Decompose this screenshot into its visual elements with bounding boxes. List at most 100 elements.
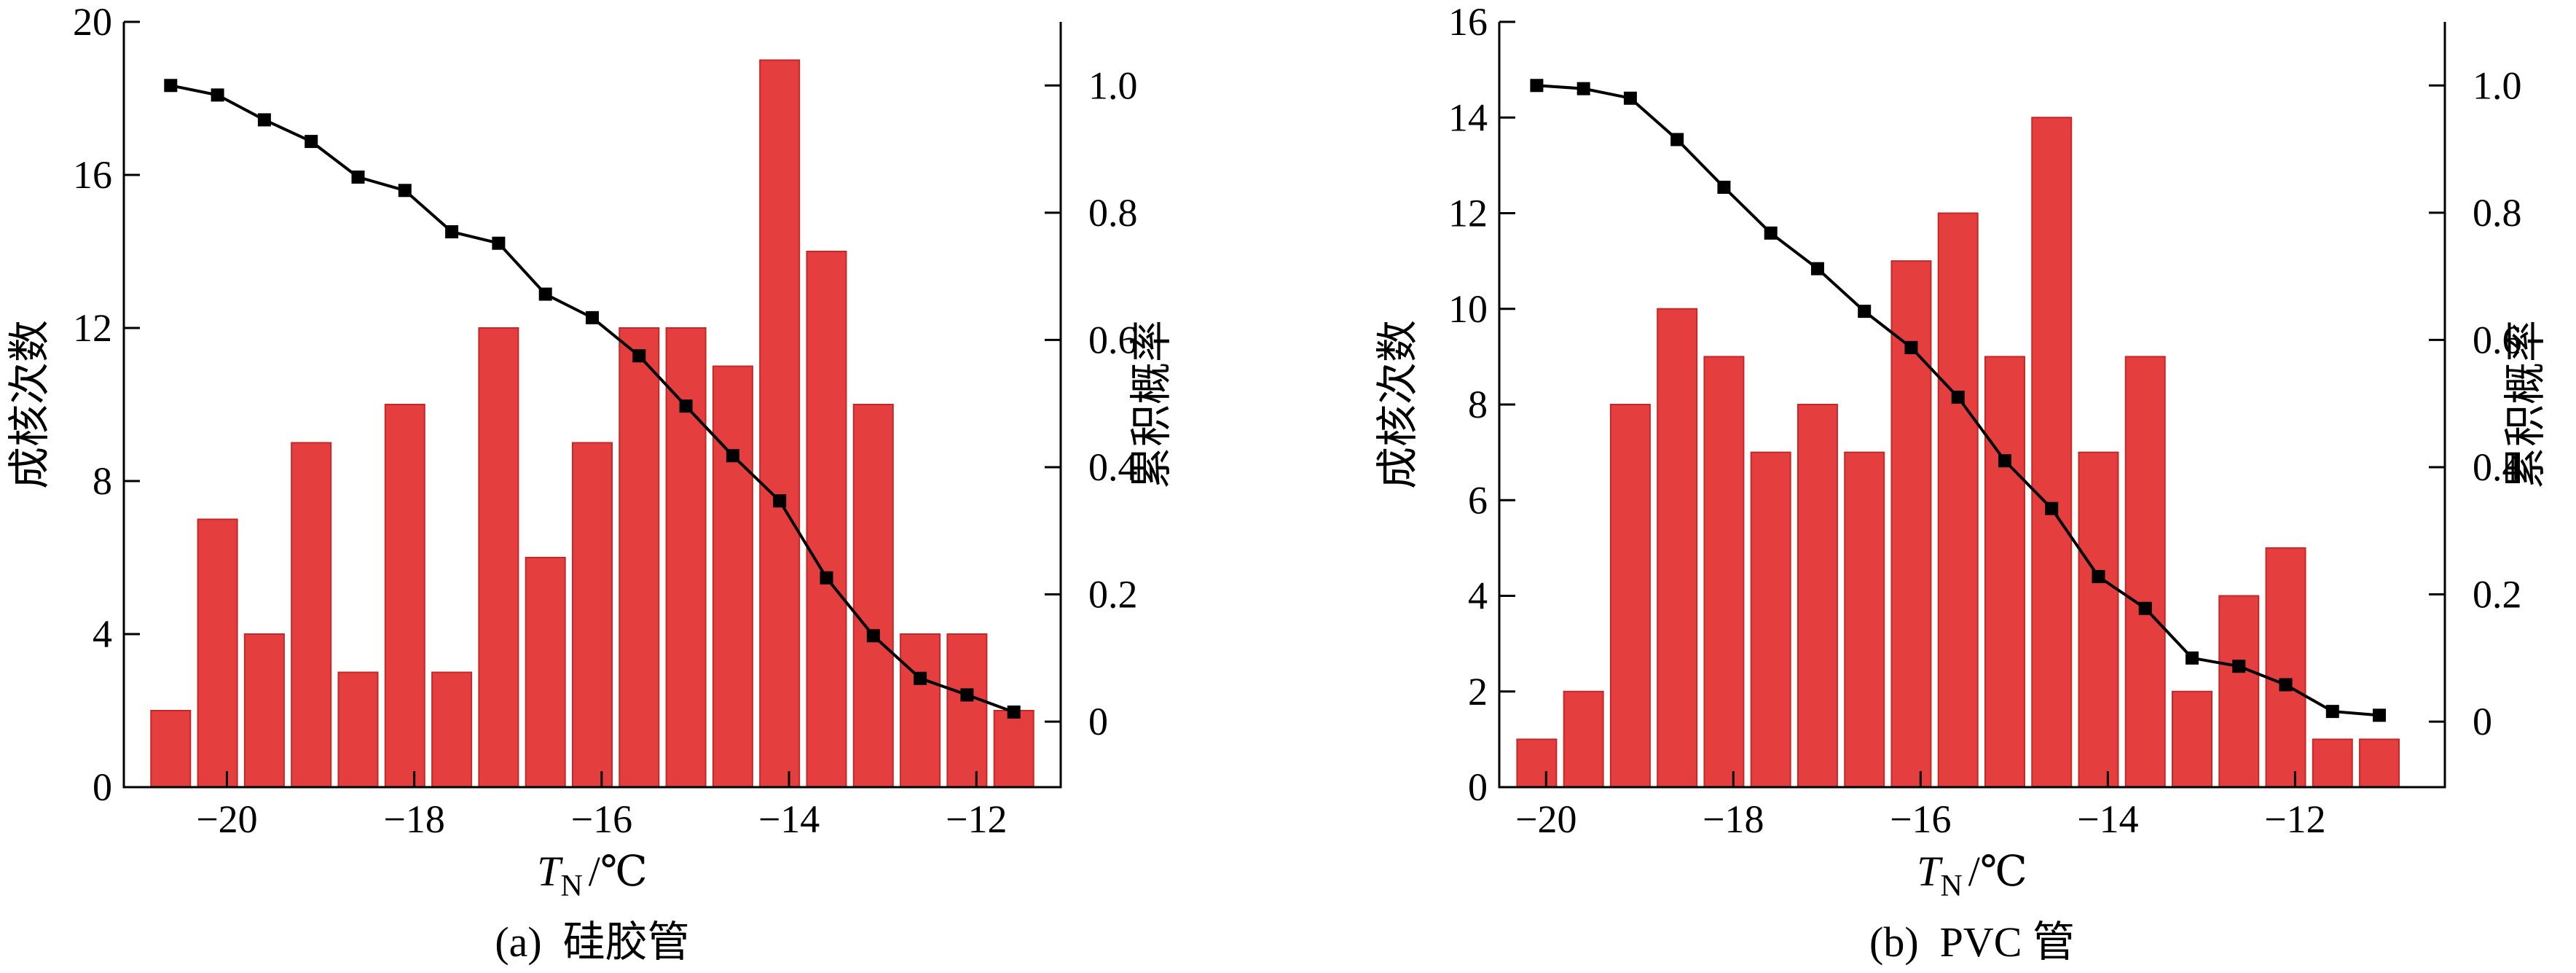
cumulative-probability-point [2186,651,2199,665]
cumulative-probability-point [1764,226,1778,240]
cumulative-probability-point [211,88,224,102]
cumulative-probability-point [1623,91,1637,105]
bar [1984,356,2025,788]
cumulative-probability-point [445,225,459,239]
x-tick-label: −20 [1515,797,1576,841]
x-tick-label: −18 [383,797,444,841]
bar [852,404,894,788]
bar [2312,738,2353,788]
cumulative-probability-point [351,170,365,184]
cumulative-probability-point [632,349,646,363]
chart-b-pvc-tube: −20 −18 −16 −14 −12 0 2 4 6 8 10 12 14 16 0 0.2 0.4 0.6 0.… [1374,0,2549,966]
bar [1609,404,1651,788]
cumulative-probability-point [257,113,271,127]
y2-tick-label: 0.8 [2473,191,2522,235]
bar [759,59,801,788]
cumulative-probability-point [2092,570,2105,584]
y2-tick-label: 0.8 [1088,191,1138,235]
bar [1750,451,1791,788]
bar [478,327,519,788]
y2-tick-label: 1.0 [2473,63,2522,107]
cumulative-probability-point [398,184,412,198]
cumulative-probability-point [1810,262,1824,276]
cumulative-probability-point [586,310,599,324]
y2-tick-label: 1.0 [1088,63,1138,107]
cumulative-probability-point [2279,678,2293,692]
bar [2218,595,2260,788]
x-axis-unit: /℃ [1968,848,2027,895]
bar [431,671,473,788]
y2-axis-title: 累积概率 [2502,320,2549,489]
bar [1937,212,1979,788]
y-tick-label: 20 [73,0,112,44]
bar [197,518,238,788]
x-axis-symbol: T [537,848,563,895]
y2-tick-label: 0.4 [2473,445,2522,489]
y-tick-label: 8 [1468,383,1488,426]
cumulative-probability-point [726,449,739,463]
bar [243,633,285,788]
x-tick-label: −12 [2264,797,2325,841]
x-tick-label: −16 [1890,797,1951,841]
bar [946,633,988,788]
cumulative-probability-point [1530,79,1544,93]
y2-tick-label: 0.2 [1088,573,1138,617]
cumulative-probability-point [773,494,787,508]
cumulative-probability-point [2325,705,2339,719]
y-tick-label: 12 [73,306,112,350]
x-tick-label: −18 [1703,797,1764,841]
bar [1844,451,1885,788]
y-axis-title: 成核次数 [6,320,53,489]
x-axis-title: TN/℃ [1917,848,2027,903]
y-tick-label: 12 [1448,192,1488,235]
bar [1703,356,1745,788]
y2-tick-label: 0 [1088,700,1108,743]
bar [150,710,192,788]
bar [2078,451,2119,788]
y2-tick-label: 0 [2473,700,2492,743]
bar [1657,308,1698,788]
x-axis-symbol: T [1917,848,1943,895]
y-tick-label: 0 [93,765,112,809]
cumulative-probability-point [1007,706,1021,719]
bar [337,671,379,788]
x-tick-label: −12 [946,797,1007,841]
bar [2031,117,2073,788]
cumulative-probability-point [538,287,552,301]
y-tick-label: 8 [93,459,112,503]
x-axis-unit: /℃ [589,848,648,895]
x-axis-subscript: N [1940,870,1962,903]
cumulative-probability-point [1904,340,1918,354]
y-tick-label: 4 [93,612,112,656]
cumulative-probability-point [679,399,693,413]
bar [1516,738,1558,788]
bar [900,633,941,788]
cumulative-probability-point [960,688,974,702]
bar [665,327,707,788]
cumulative-probability-point [1951,390,1965,404]
cumulative-probability-point [866,629,880,643]
y2-tick-label: 0.2 [2473,573,2522,617]
bar [384,404,425,788]
cumulative-probability-point [1670,133,1684,146]
cumulative-probability-point [820,571,833,585]
cumulative-probability-point [1858,305,1872,319]
cumulative-probability-point [492,236,506,250]
axis-frame [122,22,1062,789]
y-tick-label: 14 [1448,95,1488,139]
bar-series [1516,117,2400,788]
bar [619,327,660,788]
y-tick-label: 16 [1448,0,1488,44]
bar [993,710,1034,788]
y-tick-label: 0 [1468,765,1488,809]
y-tick-label: 16 [73,153,112,197]
y2-tick-label: 0.4 [1088,445,1138,489]
bar [2172,690,2212,788]
panel-caption: (b) PVC 管 [1869,918,2075,966]
cumulative-probability-point [2138,601,2152,615]
bar [291,442,332,788]
cumulative-probability-point [1717,180,1731,194]
bar [1796,404,1838,788]
y-tick-label: 6 [1468,478,1488,522]
